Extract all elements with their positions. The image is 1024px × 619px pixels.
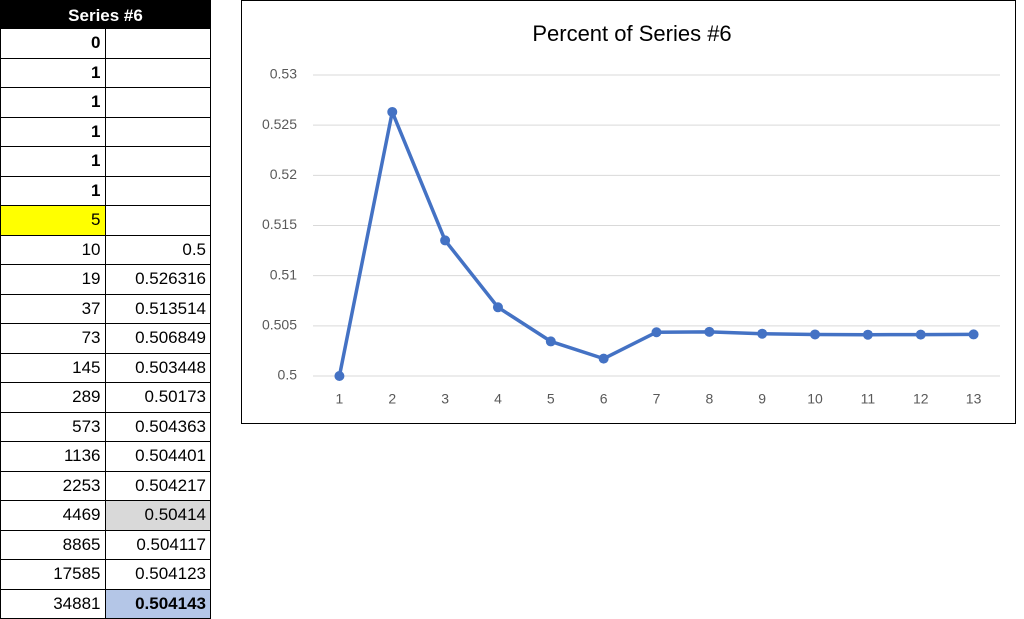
table-row: 1 <box>0 176 211 206</box>
table-cell[interactable]: 1 <box>0 58 106 88</box>
table-cell[interactable] <box>105 88 211 118</box>
table-cell[interactable] <box>105 176 211 206</box>
table-cell[interactable]: 573 <box>0 412 106 442</box>
x-tick-label: 11 <box>861 391 876 407</box>
x-tick-label: 8 <box>705 391 713 407</box>
table-cell[interactable] <box>105 117 211 147</box>
table-cell[interactable]: 0.513514 <box>105 294 211 324</box>
x-tick-label: 5 <box>547 391 555 407</box>
table-cell[interactable]: 5 <box>0 206 106 236</box>
table-cell[interactable] <box>105 147 211 177</box>
data-point <box>810 329 821 340</box>
y-tick-label: 0.525 <box>262 116 297 132</box>
x-tick-label: 3 <box>441 391 449 407</box>
y-tick-label: 0.5 <box>278 367 298 383</box>
data-point <box>915 329 926 340</box>
y-tick-label: 0.505 <box>262 317 297 333</box>
table-row: 573 0.504363 <box>0 412 211 442</box>
table-row: 1 <box>0 88 211 118</box>
table-cell[interactable]: 19 <box>0 265 106 295</box>
table-cell[interactable]: 0.504217 <box>105 471 211 501</box>
x-tick-label: 13 <box>966 391 982 407</box>
table-row: 1136 0.504401 <box>0 442 211 472</box>
table-cell[interactable]: 17585 <box>0 560 106 590</box>
data-point <box>387 106 398 117</box>
table-cell[interactable]: 37 <box>0 294 106 324</box>
table-cell[interactable]: 1136 <box>0 442 106 472</box>
x-tick-label: 4 <box>494 391 502 407</box>
data-point <box>598 353 609 364</box>
table-row: 4469 0.50414 <box>0 501 211 531</box>
y-tick-label: 0.52 <box>270 166 297 182</box>
table-row: 73 0.506849 <box>0 324 211 354</box>
data-point <box>968 329 979 340</box>
table-cell[interactable]: 0.503448 <box>105 353 211 383</box>
table-row: 1 <box>0 147 211 177</box>
y-tick-label: 0.51 <box>270 266 297 282</box>
table-row: 145 0.503448 <box>0 353 211 383</box>
x-tick-label: 10 <box>807 391 823 407</box>
table-header: Series #6 <box>0 0 211 29</box>
table-cell[interactable]: 0.504117 <box>105 530 211 560</box>
data-point <box>492 302 503 313</box>
x-tick-label: 7 <box>653 391 661 407</box>
table-cell[interactable]: 1 <box>0 176 106 206</box>
table-cell[interactable]: 0.5 <box>105 235 211 265</box>
table-row: 19 0.526316 <box>0 265 211 295</box>
table-row: 10 0.5 <box>0 235 211 265</box>
spreadsheet-table: Series #6 0 1 1 1 1 1 5 10 0.5 19 0.526316 37 0.5135… <box>0 0 211 619</box>
table-cell[interactable]: 0.50173 <box>105 383 211 413</box>
x-tick-label: 1 <box>336 391 344 407</box>
table-row: 289 0.50173 <box>0 383 211 413</box>
table-cell[interactable]: 2253 <box>0 471 106 501</box>
table-cell[interactable] <box>105 206 211 236</box>
table-cell[interactable] <box>105 29 211 59</box>
table-cell[interactable]: 0 <box>0 29 106 59</box>
table-cell[interactable]: 0.506849 <box>105 324 211 354</box>
data-point <box>704 326 715 337</box>
table-cell[interactable]: 10 <box>0 235 106 265</box>
table-row: 1 <box>0 58 211 88</box>
table-cell[interactable]: 1 <box>0 88 106 118</box>
table-cell[interactable]: 1 <box>0 147 106 177</box>
table-row: 5 <box>0 206 211 236</box>
chart-title: Percent of Series #6 <box>532 21 731 46</box>
y-tick-label: 0.515 <box>262 216 297 232</box>
table-cell[interactable]: 0.50414 <box>105 501 211 531</box>
x-tick-label: 2 <box>388 391 396 407</box>
table-cell[interactable]: 1 <box>0 117 106 147</box>
x-tick-label: 9 <box>758 391 766 407</box>
table-row: 1 <box>0 117 211 147</box>
table-row: 8865 0.504117 <box>0 530 211 560</box>
x-tick-label: 12 <box>913 391 929 407</box>
data-point <box>440 235 451 246</box>
table-cell[interactable]: 4469 <box>0 501 106 531</box>
data-point <box>545 336 556 347</box>
y-tick-label: 0.53 <box>270 66 297 82</box>
data-point <box>651 327 662 338</box>
table-row: 0 <box>0 29 211 59</box>
table-row: 37 0.513514 <box>0 294 211 324</box>
table-cell[interactable]: 0.504123 <box>105 560 211 590</box>
table-row: 17585 0.504123 <box>0 560 211 590</box>
table-cell[interactable]: 289 <box>0 383 106 413</box>
table-cell[interactable]: 145 <box>0 353 106 383</box>
table-cell[interactable] <box>105 58 211 88</box>
x-tick-label: 6 <box>600 391 608 407</box>
table-cell[interactable]: 0.504363 <box>105 412 211 442</box>
table-cell[interactable]: 0.504401 <box>105 442 211 472</box>
data-point <box>862 329 873 340</box>
data-point <box>757 328 768 339</box>
table-row: 2253 0.504217 <box>0 471 211 501</box>
data-point <box>334 371 345 381</box>
chart-frame <box>241 0 1016 424</box>
table-cell[interactable]: 73 <box>0 324 106 354</box>
table-cell[interactable]: 8865 <box>0 530 106 560</box>
table-cell[interactable]: 0.526316 <box>105 265 211 295</box>
